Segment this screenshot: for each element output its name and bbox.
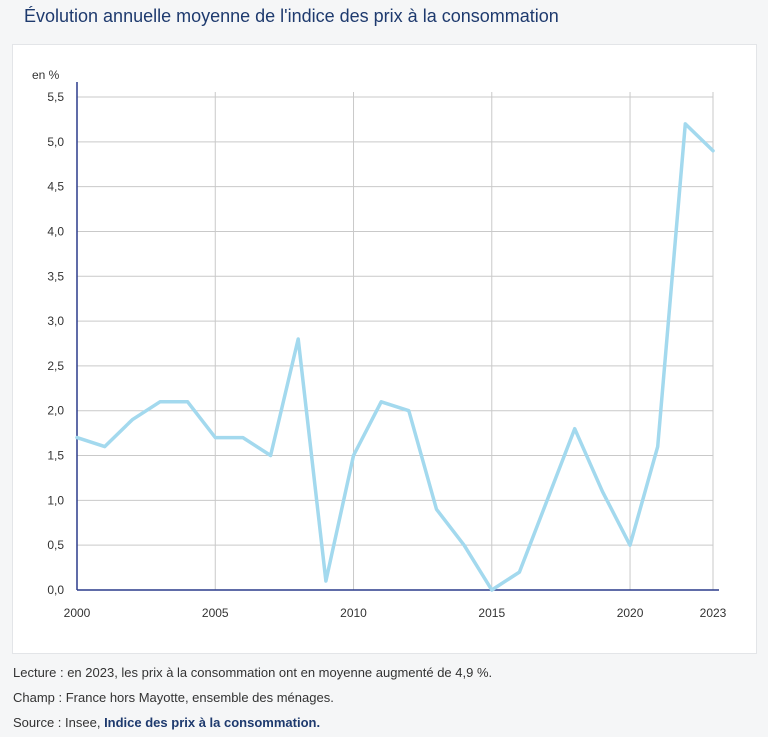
- source-link[interactable]: Indice des prix à la consommation.: [104, 715, 321, 730]
- cpi-series-line: [75, 122, 715, 592]
- x-tick-label: 2005: [202, 606, 229, 620]
- chart-panel: 0,0 0,5 1,0 1,5 2,0 2,5 3,0 3,5 4,0 4,5 5,0 5,5 2000…: [12, 44, 757, 654]
- x-tick-label: 2010: [340, 606, 367, 620]
- source-note: Source : Insee, Indice des prix à la con…: [13, 710, 492, 735]
- y-tick-label: 5,0: [47, 135, 64, 149]
- y-tick-label: 0,0: [47, 583, 64, 597]
- y-tick-label: 2,0: [47, 404, 64, 418]
- y-tick-label: 0,5: [47, 538, 64, 552]
- x-tick-label: 2023: [700, 606, 727, 620]
- x-tick-label: 2020: [617, 606, 644, 620]
- source-prefix: Source : Insee,: [13, 715, 105, 730]
- y-tick-label: 5,5: [47, 90, 64, 104]
- y-tick-label: 4,5: [47, 180, 64, 194]
- line-chart: 0,0 0,5 1,0 1,5 2,0 2,5 3,0 3,5 4,0 4,5 5,0 5,5 2000…: [32, 68, 727, 620]
- y-tick-label: 3,0: [47, 314, 64, 328]
- y-tick-label: 2,5: [47, 359, 64, 373]
- x-tick-label: 2000: [64, 606, 91, 620]
- x-tick-label: 2015: [478, 606, 505, 620]
- y-tick-label: 3,5: [47, 269, 64, 283]
- y-axis-label: en %: [32, 68, 60, 82]
- y-tick-label: 1,0: [47, 493, 64, 507]
- y-tick-label: 1,5: [47, 449, 64, 463]
- chart-title: Évolution annuelle moyenne de l'indice d…: [24, 6, 559, 26]
- reading-note: Lecture : en 2023, les prix à la consomm…: [13, 665, 493, 680]
- scope-note: Champ : France hors Mayotte, ensemble de…: [13, 690, 334, 705]
- chart-notes: Lecture : en 2023, les prix à la consomm…: [13, 660, 492, 735]
- y-tick-label: 4,0: [47, 224, 64, 238]
